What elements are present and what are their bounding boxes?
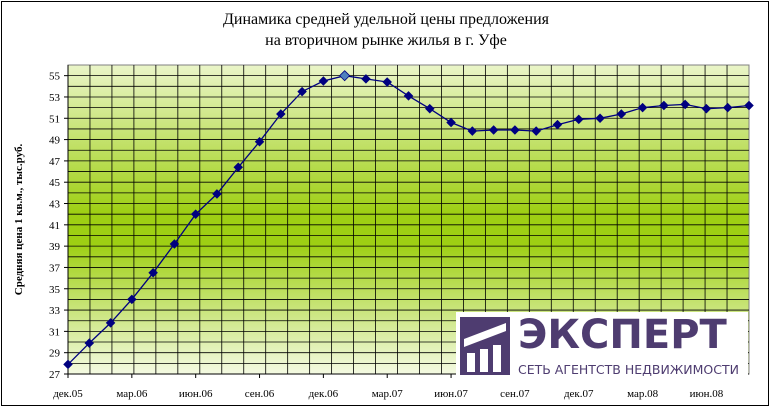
y-tick-label: 49 [49,135,61,147]
data-point-marker [531,126,541,136]
x-tick-label: июн.06 [179,388,213,400]
x-tick-label: дек.07 [564,388,594,400]
data-point-marker [233,162,244,173]
data-point-marker [84,338,95,348]
chart-title-line-1: Динамика средней удельной цены предложен… [222,11,550,28]
y-tick-label: 33 [49,305,61,317]
x-tick-label: июн.08 [690,388,724,400]
data-point-marker [467,126,478,136]
x-tick-label: сен.06 [245,388,275,400]
chart-title: Динамика средней удельной цены предложен… [0,9,772,51]
y-tick-label: 31 [49,326,60,338]
data-point-marker [722,102,733,113]
x-tick-label: сен.07 [500,388,530,400]
x-tick-label: мар.06 [116,388,148,400]
data-point-marker [595,113,605,124]
data-point-marker [744,100,754,111]
building-logo-icon [460,317,510,375]
data-point-marker [488,125,499,135]
data-point-marker [616,109,627,119]
chart-title-line-2: на вторичном рынке жилья в г. Уфе [265,32,507,49]
logo-subtitle: СЕТЬ АГЕНТСТВ НЕДВИЖИМОСТИ [518,362,739,377]
x-tick-label: дек.05 [53,388,83,400]
data-point-marker [552,119,563,130]
tick-labels: 27 29 31 33 35 37 39 41 43 45 47 49 51 53 55 дек.05 мар.… [49,71,724,400]
data-point-marker [361,74,371,84]
data-point-marker [659,100,669,111]
company-logo: ЭКСПЕРТ СЕТЬ АГЕНТСТВ НЕДВИЖИМОСТИ [456,312,748,383]
data-point-marker [318,76,329,86]
y-tick-label: 41 [49,220,60,232]
data-point-marker [63,359,73,370]
y-tick-label: 35 [49,284,61,296]
data-point-marker [276,109,286,119]
y-tick-label: 55 [49,71,61,83]
data-point-marker [105,318,116,328]
y-tick-label: 43 [49,199,61,211]
data-point-marker [701,103,712,114]
data-point-marker [212,189,222,199]
series [63,70,754,370]
y-tick-label: 53 [49,92,61,104]
data-point-marker [446,117,456,128]
data-point-marker [169,239,180,249]
x-tick-label: июн.07 [434,388,468,400]
y-tick-label: 39 [49,241,61,253]
data-point-marker [425,103,435,114]
data-point-marker [403,91,414,101]
data-point-marker [680,99,690,110]
y-axis-label: Средняя цена 1 кв.м., тыс.руб. [13,144,25,296]
y-tick-label: 45 [49,177,61,189]
x-tick-label: дек.06 [309,388,339,400]
data-point-marker [573,114,584,125]
data-point-marker [254,136,265,147]
y-tick-label: 29 [49,348,61,360]
logo-wordmark: ЭКСПЕРТ [518,312,727,358]
y-tick-label: 27 [49,369,61,381]
data-point-marker [148,268,158,278]
y-tick-label: 37 [49,262,61,274]
x-tick-label: мар.08 [627,388,659,400]
data-point-marker [127,294,137,305]
y-tick-label: 51 [49,113,60,125]
data-point-marker [382,77,392,87]
x-tick-label: мар.07 [372,388,404,400]
data-point-marker [190,209,201,219]
data-point-marker [297,86,307,97]
y-tick-label: 47 [49,156,61,168]
data-point-marker [510,125,520,135]
data-point-marker [339,70,351,82]
data-point-marker [637,102,648,113]
